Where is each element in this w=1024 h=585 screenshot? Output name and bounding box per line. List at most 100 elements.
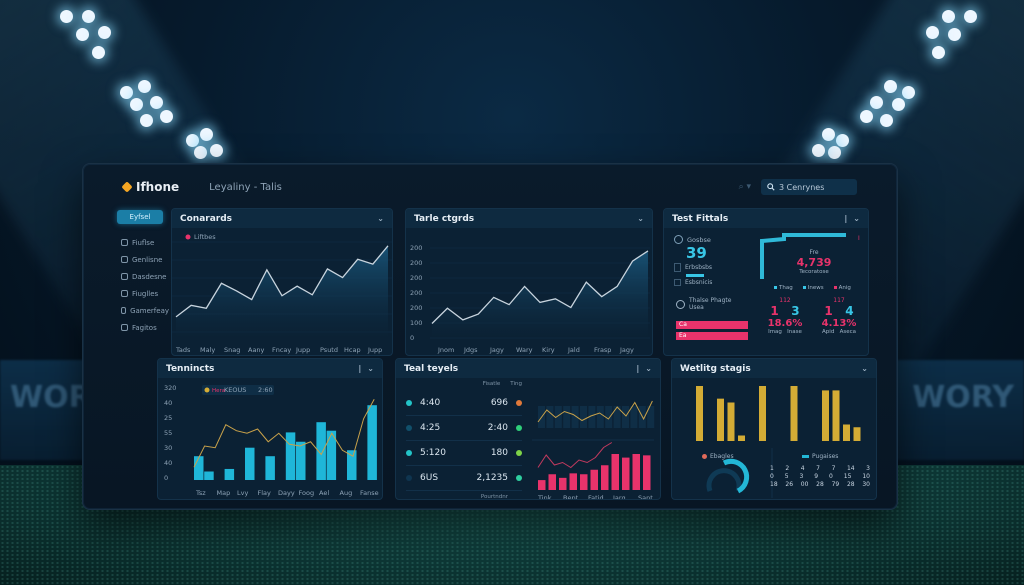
chevron-down-icon[interactable]: ⌄ — [645, 364, 652, 373]
svg-text:0: 0 — [164, 474, 168, 482]
row-left-value: 4:40 — [420, 398, 441, 408]
sidebar-item-fiuflse[interactable]: Fiuflse — [117, 234, 169, 251]
search-placeholder: 3 Cenrynes — [779, 182, 825, 192]
svg-text:200: 200 — [410, 244, 422, 252]
svg-text:Jagy: Jagy — [489, 346, 504, 354]
svg-text:I: I — [858, 235, 860, 242]
number-grid: 1 2 4 7 7 14 3 0 5 3 9 0 15 10 18 26 00 28 79 28 30 — [770, 465, 870, 489]
sidebar-item-label: Genlisne — [132, 255, 163, 264]
chevron-down-icon[interactable]: ⌄ — [853, 214, 860, 223]
svg-text:Fatid: Fatid — [588, 494, 604, 500]
grid-cell: 7 — [816, 465, 820, 472]
grid-cell: 10 — [862, 473, 870, 480]
svg-text:Jagy: Jagy — [619, 346, 634, 354]
floodlight-bulb — [860, 110, 873, 123]
grid-row: 1 2 4 7 7 14 3 — [770, 465, 870, 473]
app-logo[interactable]: Ifhone — [121, 180, 179, 194]
svg-text:Tsz: Tsz — [195, 489, 206, 497]
floodlight-bulb — [892, 98, 905, 111]
doc-icon — [121, 239, 128, 246]
stat-label: Esbsnicis — [685, 279, 713, 286]
svg-text:Fanse: Fanse — [360, 489, 379, 497]
box-icon — [674, 279, 681, 286]
bar-item: Ea — [676, 332, 748, 340]
sidebar-item-fagitos[interactable]: Fagitos — [117, 319, 169, 336]
user-icon — [121, 324, 128, 331]
card-tarle-ctgrds: Tarle ctgrds ⌄ 200 200 200 200 200 100 0 Jnom Jd… — [405, 208, 653, 356]
logo-diamond-icon — [121, 181, 133, 193]
user-icon — [676, 299, 685, 309]
floodlight-bulb — [964, 10, 977, 23]
row-right-value: 2:40 — [487, 423, 508, 433]
center-value: 4,739 — [796, 256, 832, 269]
row-left-value: 5:120 — [420, 448, 446, 458]
card-conarards: Conarards ⌄ Liftbes Tads Maly Snag Aany Fncay… — [171, 208, 393, 356]
card-teal-teyels: Teal teyels | ⌄ Fisatle Ting 4:40 696 4:25 2:… — [395, 358, 661, 500]
legend-a: Ebagles — [702, 453, 734, 460]
app-subtitle: Leyaliny - Talis — [209, 181, 282, 193]
search-input[interactable]: 3 Cenrynes — [761, 179, 857, 195]
grid-cell: 00 — [800, 481, 809, 488]
svg-text:Dayy: Dayy — [278, 489, 295, 497]
chevron-down-icon[interactable]: ⌄ — [637, 214, 644, 223]
svg-text:25: 25 — [164, 414, 172, 422]
card-title: Tennincts — [166, 363, 215, 374]
status-dot — [406, 400, 412, 406]
table-row[interactable]: 5:120 180 — [406, 441, 522, 466]
legend-item: Inews — [802, 285, 824, 291]
svg-text:Aany: Aany — [248, 346, 265, 354]
grid-cell: 2 — [785, 465, 790, 472]
bar-chart-wetlitg — [696, 386, 861, 498]
svg-text:Jupp: Jupp — [295, 346, 310, 354]
floodlight-bulb — [120, 86, 133, 99]
table-row[interactable]: 6US 2,1235 — [406, 466, 522, 491]
chart-icon — [121, 273, 128, 280]
svg-text:Snag: Snag — [224, 346, 240, 354]
chevron-down-icon[interactable]: ⌄ — [377, 214, 384, 223]
sidebar-item-gamerfeay[interactable]: Gamerfeay — [117, 302, 169, 319]
sidebar-item-genlisne[interactable]: Genlisne — [117, 251, 169, 268]
grid-cell: 3 — [866, 465, 870, 472]
legend-b: Pugaises — [802, 453, 838, 460]
stats-table: Fisatle Ting 4:40 696 4:25 2:40 5:120 180 6US 2,1… — [406, 381, 522, 499]
card-header: Conarards ⌄ — [172, 209, 392, 228]
svg-text:Maly: Maly — [200, 346, 215, 354]
column-header: Fisatle — [482, 381, 501, 387]
column-header: Ting — [510, 381, 522, 387]
filter-control[interactable]: ⌕ ▾ — [738, 182, 751, 192]
table-row[interactable]: 4:25 2:40 — [406, 416, 522, 441]
card-header: Tarle ctgrds ⌄ — [406, 209, 652, 228]
card-title: Test Fittals — [672, 213, 729, 224]
divider: | — [636, 364, 640, 373]
grid-cell: 30 — [862, 481, 870, 488]
floodlight-bulb — [92, 46, 105, 59]
table-row[interactable]: 4:40 696 — [406, 391, 522, 416]
svg-text:KEOUS: KEOUS — [224, 386, 246, 394]
legend: Thag Inews Anig — [774, 285, 851, 291]
bracket-gauge: I — [760, 233, 860, 279]
svg-text:Sant: Sant — [638, 494, 653, 500]
floodlight-bulb — [812, 144, 825, 157]
sidebar-active-item[interactable]: Eyfsel — [117, 210, 163, 224]
grid-cell: 18 — [770, 481, 778, 488]
sidebar-item-label: Dasdesne — [132, 272, 167, 281]
svg-text:Frasp: Frasp — [594, 346, 611, 354]
chevron-down-icon[interactable]: ⌄ — [861, 364, 868, 373]
kpi-b: 117 1 4 4.13% Apid Aseca — [821, 297, 857, 335]
sidebar-item-dasdesne[interactable]: Dasdesne — [117, 268, 169, 285]
card-header: Test Fittals | ⌄ — [664, 209, 868, 228]
floodlight-bulb — [932, 46, 945, 59]
grid-cell: 0 — [770, 473, 774, 480]
svg-text:200: 200 — [410, 289, 422, 297]
svg-text:Hera: Hera — [212, 388, 225, 394]
grid-cell: 7 — [831, 465, 836, 472]
chevron-down-icon[interactable]: ⌄ — [367, 364, 374, 373]
sidebar-item-fiuglles[interactable]: Fiuglles — [117, 285, 169, 302]
card-title: Conarards — [180, 213, 233, 224]
center-stat: Fre 4,739 Tecoratose — [784, 249, 844, 275]
floodlight-bulb — [140, 114, 153, 127]
bar-item: Ca — [676, 321, 748, 329]
row-left-value: 4:25 — [420, 423, 441, 433]
grid-cell: 15 — [843, 473, 852, 480]
